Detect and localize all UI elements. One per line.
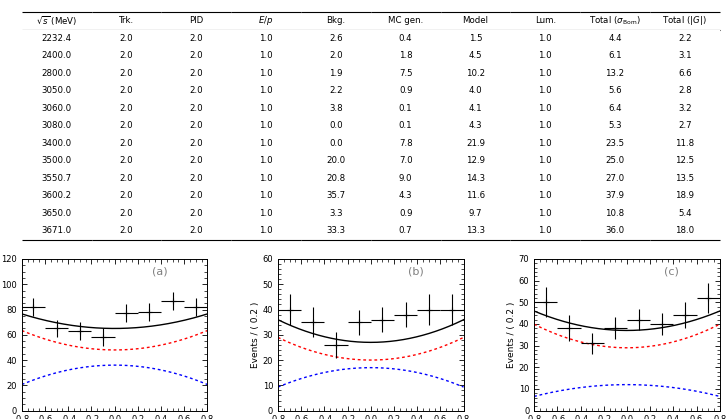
Text: (b): (b) — [408, 266, 424, 277]
Y-axis label: Events / ( 0.2 ): Events / ( 0.2 ) — [251, 302, 260, 368]
Text: (a): (a) — [152, 266, 167, 277]
Y-axis label: Events / ( 0.2 ): Events / ( 0.2 ) — [507, 302, 516, 368]
Text: (c): (c) — [664, 266, 679, 277]
